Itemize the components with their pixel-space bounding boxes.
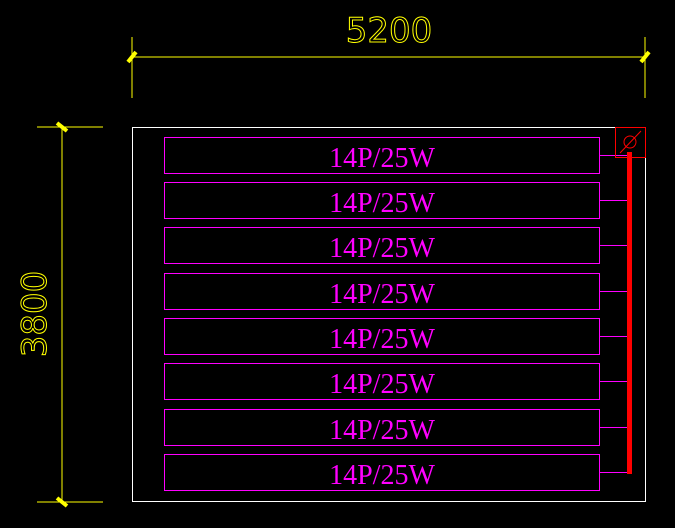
panel (164, 182, 600, 219)
supply-bus (627, 152, 632, 474)
panel-label: 14P/25W (329, 460, 435, 491)
panel (164, 409, 600, 446)
panel-label: 14P/25W (329, 188, 435, 219)
panel (164, 363, 600, 400)
diameter-symbol-icon (615, 127, 646, 158)
room-outline (132, 127, 646, 502)
panel-label: 14P/25W (329, 415, 435, 446)
panel (164, 318, 600, 355)
panel-label: 14P/25W (329, 324, 435, 355)
panel-label: 14P/25W (329, 369, 435, 400)
height-dimension (37, 121, 103, 508)
width-label: 5200 (346, 11, 433, 51)
tick-mark (55, 121, 69, 133)
tick-mark (55, 496, 69, 508)
tick-mark (126, 50, 138, 64)
panel (164, 227, 600, 264)
panel (164, 273, 600, 310)
panel (164, 454, 600, 491)
panel-label: 14P/25W (329, 143, 435, 174)
panel-label: 14P/25W (329, 279, 435, 310)
panel-label: 14P/25W (329, 233, 435, 264)
panel (164, 137, 600, 174)
width-dimension (126, 37, 651, 98)
tick-mark (639, 50, 651, 64)
panel-group: 14P/25W 14P/25W 14P/25W 14P/25W 14P/25W 14P/2… (164, 137, 628, 491)
height-label: 3800 (15, 271, 55, 358)
